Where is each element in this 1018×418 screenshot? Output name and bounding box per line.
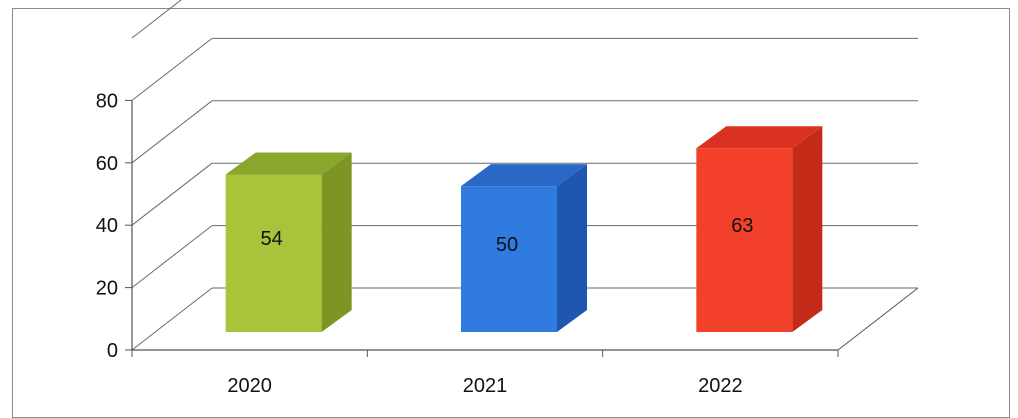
- grid-diagonal-40: [131, 162, 213, 226]
- data-label-2021: 50: [496, 234, 518, 256]
- bar-top-2020: [225, 152, 352, 175]
- bar-front-2020: [225, 174, 322, 332]
- bar-front-2022: [696, 148, 793, 332]
- chart-walls: [837, 287, 919, 351]
- x-tick-label: 2020: [227, 375, 272, 397]
- grid-diagonal-100: [131, 0, 182, 39]
- x-tick-label: 2022: [698, 375, 743, 397]
- bar-2021: [461, 164, 587, 332]
- bar-side-2020: [321, 152, 352, 332]
- y-tick-label: 80: [96, 90, 118, 112]
- bar-front-2021: [461, 186, 557, 332]
- bar-top-2021: [461, 164, 587, 187]
- y-tick-label: 60: [96, 153, 118, 175]
- grid-diagonal-0: [131, 287, 213, 351]
- bars: [225, 126, 823, 332]
- grid-diagonal-20: [131, 225, 213, 288]
- axes: [125, 99, 839, 357]
- x-tick-label: 2021: [463, 375, 508, 397]
- bar-chart-3d: 0 20 40 60 80 2020 2021 2022 54 50 63: [96, 0, 919, 397]
- data-label-2022: 63: [731, 215, 753, 237]
- bar-side-2021: [557, 164, 587, 332]
- grid-diagonal-60: [131, 100, 213, 164]
- data-label-2020: 54: [261, 228, 283, 250]
- bar-side-2022: [792, 126, 823, 332]
- y-tick-label: 20: [96, 278, 118, 300]
- y-tick-label: 40: [96, 215, 118, 237]
- bar-2020: [225, 152, 352, 332]
- grid-diagonal-80: [131, 38, 213, 101]
- labels: 0 20 40 60 80 2020 2021 2022 54 50 63: [96, 90, 754, 397]
- y-tick-label: 0: [107, 340, 118, 362]
- floor-right-edge: [837, 287, 919, 351]
- bar-2022: [696, 126, 823, 332]
- bar-top-2022: [696, 126, 823, 149]
